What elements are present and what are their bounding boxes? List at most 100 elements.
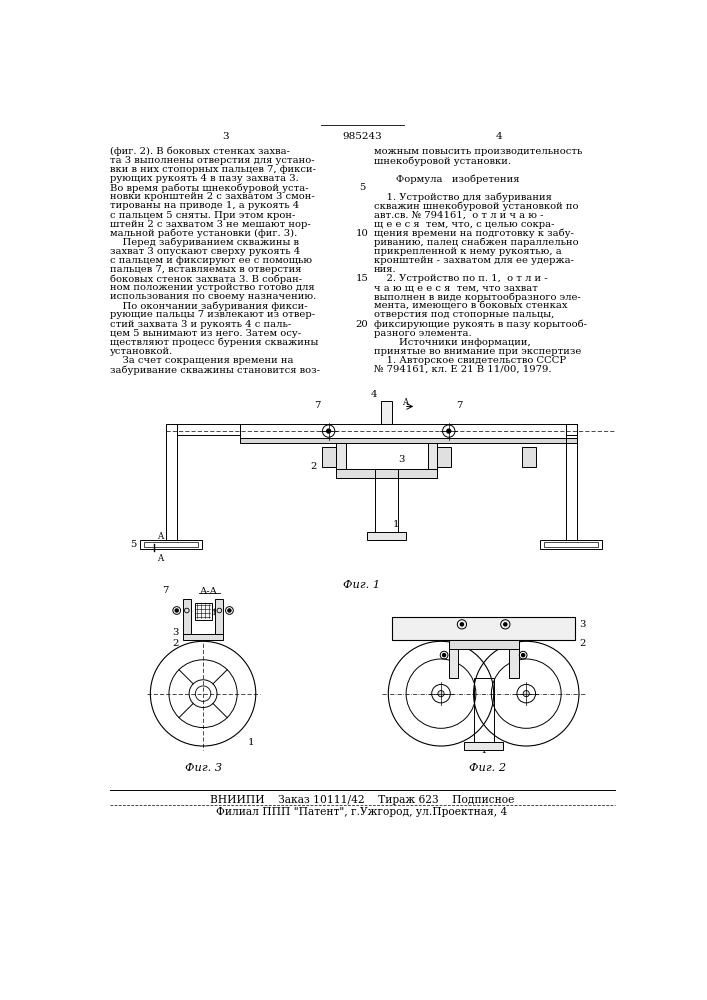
Text: с пальцем 5 сняты. При этом крон-: с пальцем 5 сняты. При этом крон-	[110, 211, 296, 220]
Text: 4: 4	[496, 132, 503, 141]
Text: Во время работы шнекобуровой уста-: Во время работы шнекобуровой уста-	[110, 183, 309, 193]
Text: Филиал ППП "Патент", г.Ужгород, ул.Проектная, 4: Филиал ППП "Патент", г.Ужгород, ул.Проек…	[216, 807, 508, 817]
Bar	[449, 640, 458, 678]
Text: Перед забуриванием скважины в: Перед забуриванием скважины в	[110, 238, 299, 247]
Text: 3: 3	[173, 628, 179, 637]
Bar	[392, 617, 575, 640]
Text: A: A	[156, 532, 163, 541]
Bar	[322, 447, 337, 466]
Text: вки в них стопорных пальцев 7, фикси-: вки в них стопорных пальцев 7, фикси-	[110, 165, 316, 174]
Circle shape	[447, 429, 450, 433]
Text: разного элемента.: разного элемента.	[373, 329, 471, 338]
Bar	[183, 634, 223, 640]
Text: A: A	[402, 398, 409, 407]
Text: установкой.: установкой.	[110, 347, 173, 356]
Text: скважин шнекобуровой установкой по: скважин шнекобуровой установкой по	[373, 201, 578, 211]
Text: 4: 4	[212, 606, 219, 615]
Text: цем 5 вынимают из него. Затем осу-: цем 5 вынимают из него. Затем осу-	[110, 329, 301, 338]
Text: 3: 3	[579, 620, 585, 629]
Circle shape	[504, 623, 507, 626]
Text: прикрепленной к нему рукоятью, а: прикрепленной к нему рукоятью, а	[373, 247, 561, 256]
Text: 1: 1	[480, 746, 487, 755]
Text: 1: 1	[248, 738, 255, 747]
Circle shape	[460, 623, 464, 626]
Bar	[144, 542, 199, 547]
Bar	[464, 742, 503, 750]
Text: a: a	[187, 606, 192, 614]
Text: Источники информации,: Источники информации,	[373, 338, 530, 347]
Text: 985243: 985243	[342, 132, 382, 141]
Text: стий захвата 3 и рукоять 4 с паль-: стий захвата 3 и рукоять 4 с паль-	[110, 320, 291, 329]
Text: использования по своему назначению.: использования по своему назначению.	[110, 292, 316, 301]
Text: новки кронштейн 2 с захватом 3 смон-: новки кронштейн 2 с захватом 3 смон-	[110, 192, 315, 201]
Bar	[240, 424, 577, 438]
Text: Фиг. 1: Фиг. 1	[344, 580, 380, 590]
Bar	[522, 447, 537, 466]
Text: 1. Устройство для забуривания: 1. Устройство для забуривания	[373, 192, 551, 202]
Text: захват 3 опускают сверху рукоять 4: захват 3 опускают сверху рукоять 4	[110, 247, 300, 256]
Text: забуривание скважины становится воз-: забуривание скважины становится воз-	[110, 365, 320, 375]
Text: рующих рукоять 4 в пазу захвата 3.: рующих рукоять 4 в пазу захвата 3.	[110, 174, 299, 183]
Bar	[337, 469, 437, 478]
Text: та 3 выполнены отверстия для устано-: та 3 выполнены отверстия для устано-	[110, 156, 315, 165]
Text: Фиг. 3: Фиг. 3	[185, 763, 221, 773]
Text: ния.: ния.	[373, 265, 396, 274]
Circle shape	[443, 654, 445, 657]
Bar	[428, 443, 437, 478]
Text: 5: 5	[130, 540, 136, 549]
Bar	[449, 640, 518, 649]
Text: 4: 4	[371, 390, 378, 399]
Bar	[177, 424, 240, 435]
Circle shape	[438, 691, 444, 697]
Text: b: b	[212, 609, 217, 617]
Text: 2: 2	[310, 462, 316, 471]
Text: Формула   изобретения: Формула изобретения	[373, 174, 519, 184]
Text: пальцев 7, вставляемых в отверстия: пальцев 7, вставляемых в отверстия	[110, 265, 302, 274]
Text: 2. Устройство по п. 1,  о т л и -: 2. Устройство по п. 1, о т л и -	[373, 274, 547, 283]
Text: фиксирующие рукоять в пазу корытооб-: фиксирующие рукоять в пазу корытооб-	[373, 320, 587, 329]
Text: риванию, палец снабжен параллельно: риванию, палец снабжен параллельно	[373, 238, 578, 247]
Text: Фиг. 2: Фиг. 2	[469, 763, 506, 773]
Bar	[566, 424, 577, 435]
Bar	[509, 640, 518, 678]
Circle shape	[523, 691, 530, 697]
Bar	[381, 401, 392, 424]
Bar	[240, 438, 577, 443]
Text: принятые во внимание при экспертизе: принятые во внимание при экспертизе	[373, 347, 581, 356]
Text: мента, имеющего в боковых стенках: мента, имеющего в боковых стенках	[373, 301, 567, 310]
Bar	[166, 424, 177, 540]
Text: 2: 2	[579, 639, 585, 648]
Text: (фиг. 2). В боковых стенках захва-: (фиг. 2). В боковых стенках захва-	[110, 147, 290, 156]
Circle shape	[522, 654, 525, 657]
Text: отверстия под стопорные пальцы,: отверстия под стопорные пальцы,	[373, 310, 554, 319]
Text: 7: 7	[457, 401, 463, 410]
Text: шнекобуровой установки.: шнекобуровой установки.	[373, 156, 510, 166]
Text: 2: 2	[173, 639, 179, 648]
Circle shape	[228, 609, 231, 612]
Text: рующие пальцы 7 извлекают из отвер-: рующие пальцы 7 извлекают из отвер-	[110, 310, 315, 319]
Text: ч а ю щ е е с я  тем, что захват: ч а ю щ е е с я тем, что захват	[373, 283, 537, 292]
Text: ществляют процесс бурения скважины: ществляют процесс бурения скважины	[110, 338, 318, 347]
Text: 15: 15	[356, 274, 368, 283]
Text: 20: 20	[356, 320, 368, 329]
Text: боковых стенок захвата 3. В собран-: боковых стенок захвата 3. В собран-	[110, 274, 302, 284]
Text: щения времени на подготовку к забу-: щения времени на подготовку к забу-	[373, 229, 573, 238]
Bar	[540, 540, 602, 549]
Text: ВНИИПИ    Заказ 10111/42    Тираж 623    Подписное: ВНИИПИ Заказ 10111/42 Тираж 623 Подписно…	[210, 795, 514, 805]
Circle shape	[327, 429, 331, 433]
Bar	[566, 424, 577, 540]
Circle shape	[175, 609, 178, 612]
Text: 5: 5	[358, 183, 365, 192]
Text: 3: 3	[398, 455, 404, 464]
Text: 1: 1	[393, 520, 399, 529]
Bar	[474, 678, 493, 742]
Text: с пальцем и фиксируют ее с помощью: с пальцем и фиксируют ее с помощью	[110, 256, 312, 265]
Bar	[337, 443, 346, 478]
Text: штейн 2 с захватом 3 не мешают нор-: штейн 2 с захватом 3 не мешают нор-	[110, 220, 311, 229]
Text: По окончании забуривания фикси-: По окончании забуривания фикси-	[110, 301, 308, 311]
Text: ном положении устройство готово для: ном положении устройство готово для	[110, 283, 315, 292]
Text: A-A: A-A	[199, 587, 217, 596]
Text: щ е е с я  тем, что, с целью сокра-: щ е е с я тем, что, с целью сокра-	[373, 220, 554, 229]
Text: можным повысить производительность: можным повысить производительность	[373, 147, 582, 156]
Text: 3: 3	[222, 132, 229, 141]
